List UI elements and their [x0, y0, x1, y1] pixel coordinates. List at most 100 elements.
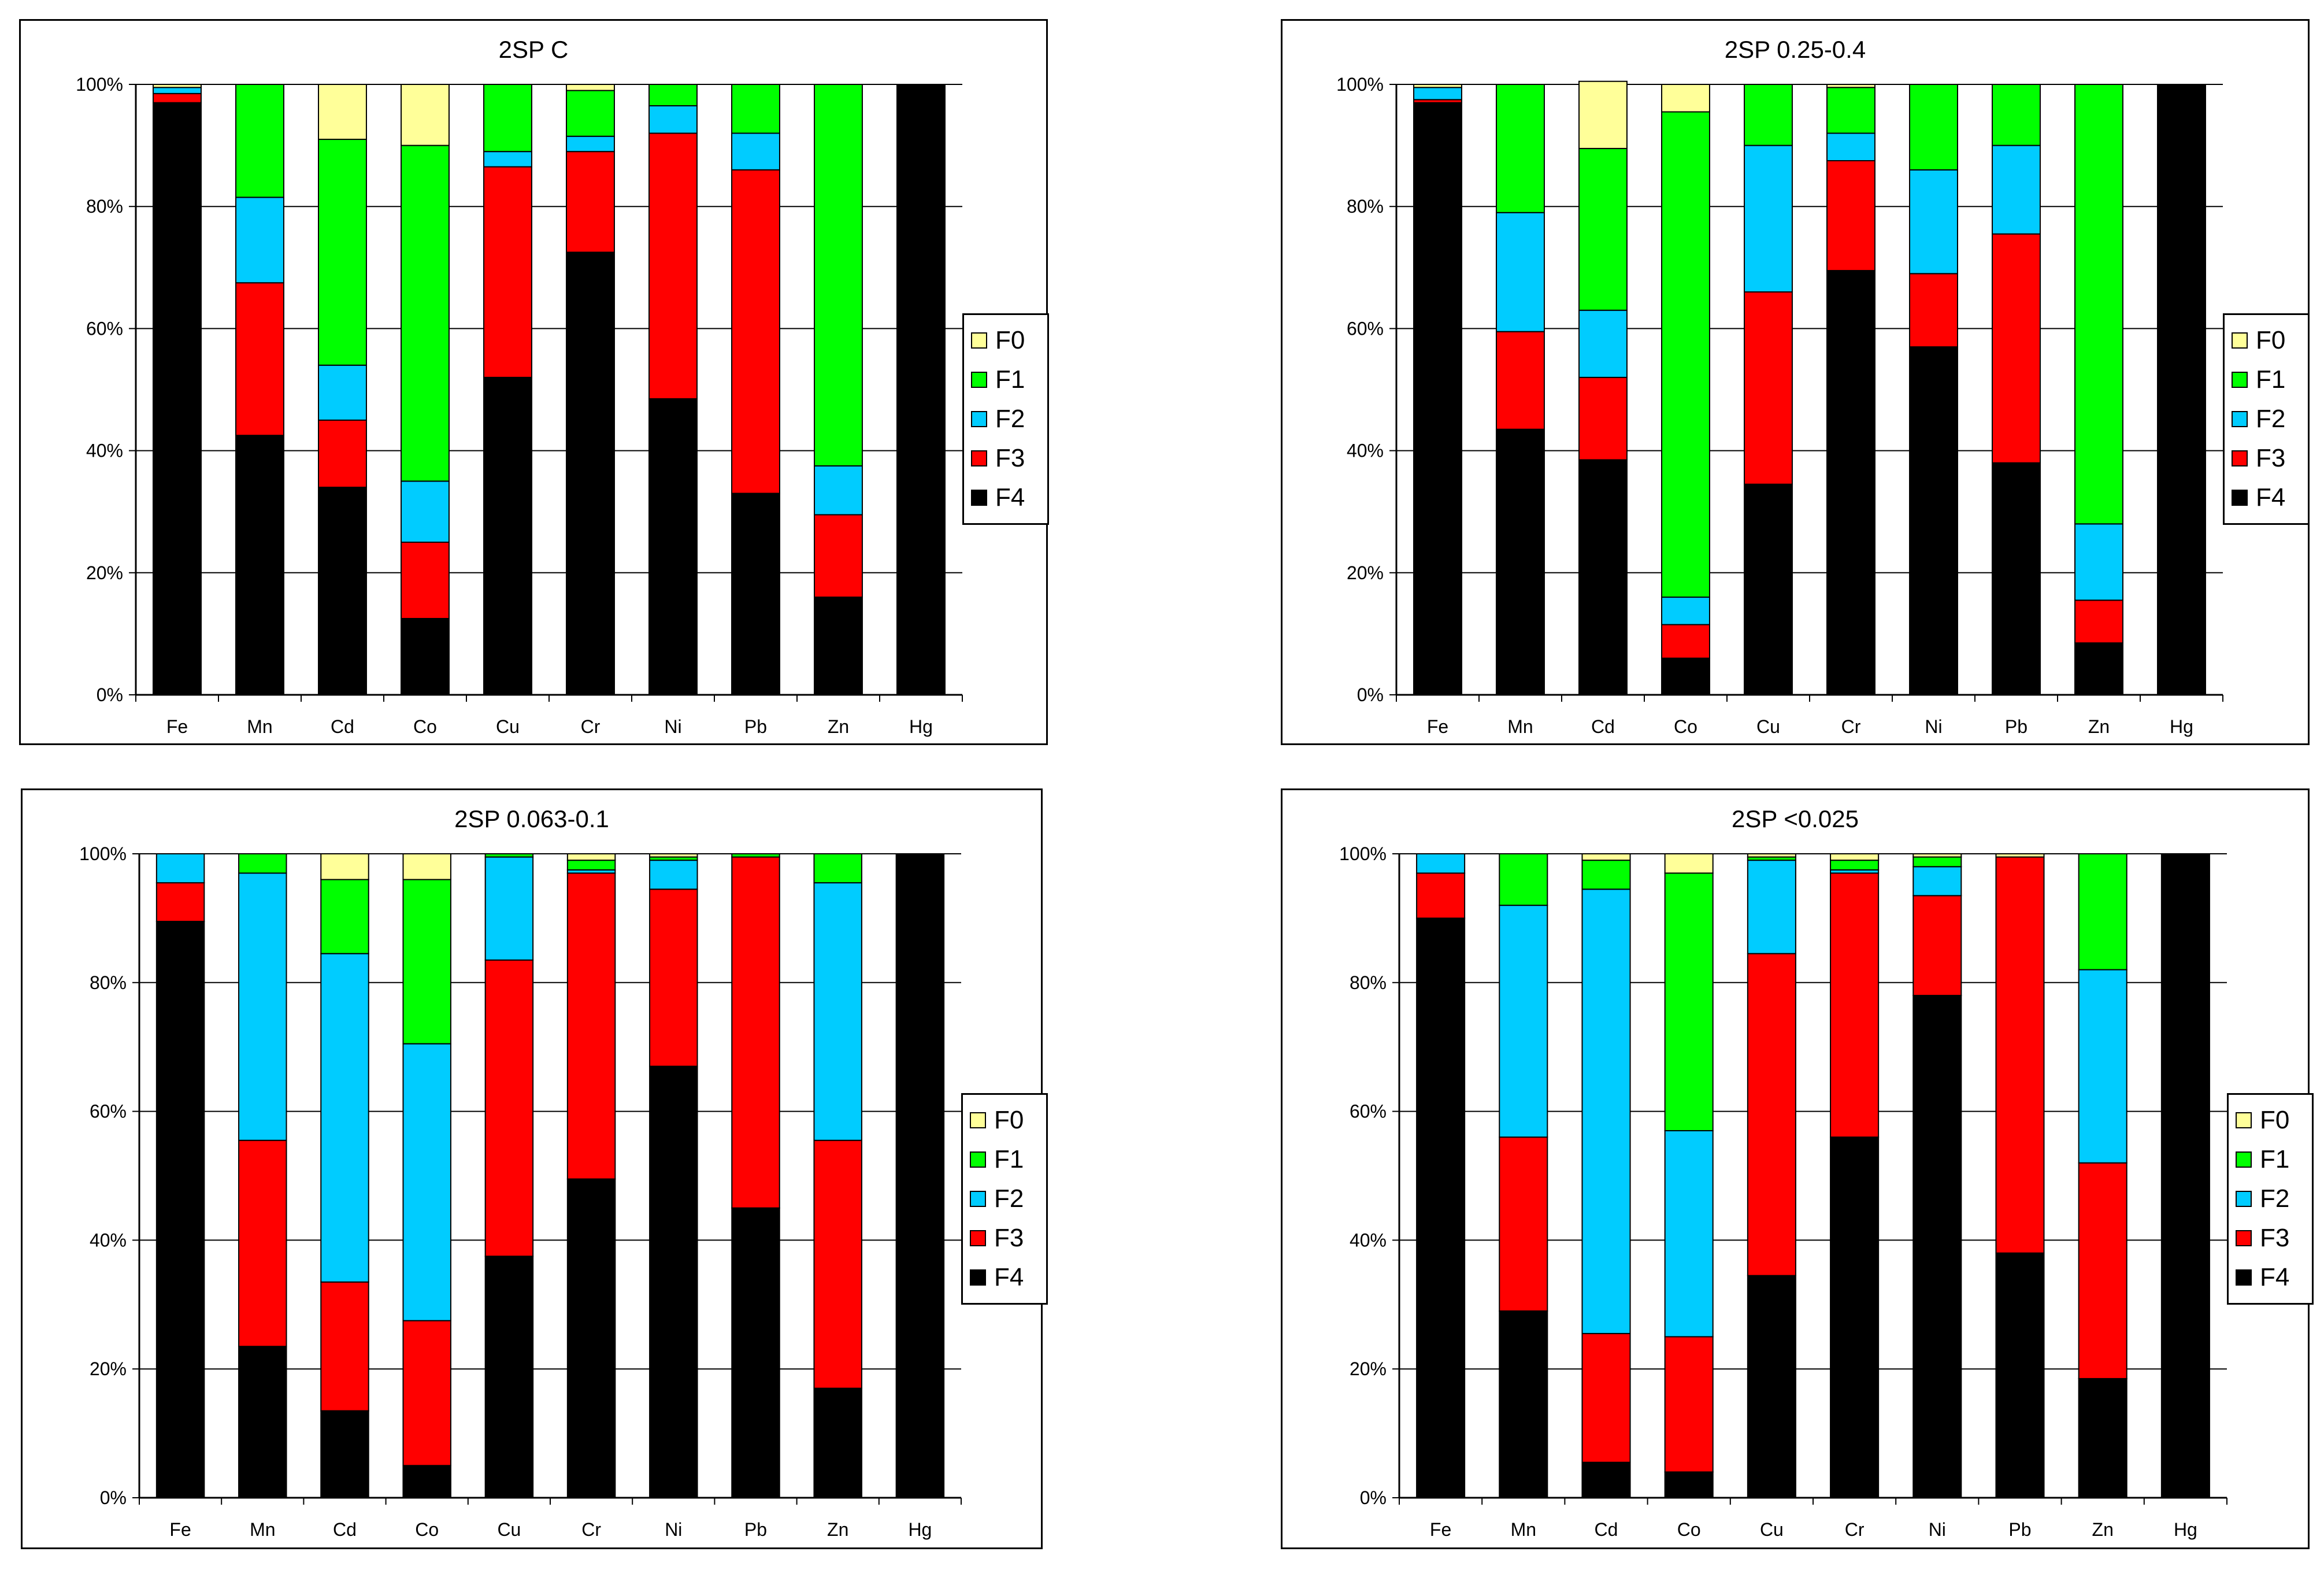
bar-segment-fe-f2 [153, 87, 202, 94]
bar-segment-cr-f3 [1830, 872, 1880, 1138]
legend-swatch-f2 [2232, 411, 2248, 427]
chart-plot: 0% 20% 40% 60% 80% 100% Fe Mn Cd Co Cu Cr Ni Pb Zn Hg [1336, 74, 2223, 737]
bar-segment-co-f3 [1664, 1336, 1714, 1473]
legend-item-f2: F2 [970, 1179, 1039, 1219]
x-tick-label-cd: Cd [331, 716, 354, 737]
bar-segment-co-f0 [1661, 84, 1710, 113]
bar-segment-pb-f1 [731, 853, 780, 858]
bar-segment-mn-f2 [238, 872, 287, 1141]
legend-item-f4: F4 [971, 478, 1040, 517]
bar-segment-cd-f3 [320, 1281, 369, 1412]
x-tick-label-cd: Cd [1595, 1519, 1618, 1540]
bar-segment-ni-f1 [1912, 856, 1962, 868]
bar-segment-mn-f4 [1496, 428, 1545, 695]
x-tick-label-fe: Fe [169, 1519, 191, 1540]
bar-segment-ni-f2 [649, 860, 698, 890]
y-tick-label: 20% [1347, 562, 1384, 583]
legend-label-f2: F2 [994, 1184, 1024, 1213]
x-tick-label-cu: Cu [1756, 716, 1780, 737]
x-tick-label-cr: Cr [581, 716, 601, 737]
bar-segment-ni-f3 [1912, 895, 1962, 997]
bar-segment-ni-f4 [1912, 995, 1962, 1498]
bar-segment-zn-f3 [813, 1139, 862, 1389]
bar-segment-co-f1 [401, 145, 450, 482]
y-tick-label: 60% [86, 318, 123, 339]
bar-segment-fe-f2 [155, 853, 205, 884]
legend-swatch-f3 [971, 450, 987, 466]
legend-swatch-f4 [971, 490, 987, 506]
bar-segment-pb-f3 [731, 169, 780, 494]
chart-plot: 0% 20% 40% 60% 80% 100% Fe Mn Cd Co Cu Cr Ni Pb Zn Hg [1339, 843, 2227, 1540]
bar-segment-co-f0 [402, 853, 451, 880]
bar-segment-ni-f3 [1909, 273, 1958, 348]
bar-segment-cu-f4 [1744, 483, 1793, 695]
legend-label-f4: F4 [994, 1263, 1024, 1291]
bar-segment-pb-f2 [731, 132, 780, 171]
bar-segment-co-f0 [1664, 853, 1714, 874]
legend-swatch-f3 [970, 1230, 986, 1246]
x-tick-label-co: Co [413, 716, 437, 737]
bar-segment-cr-f4 [566, 251, 615, 695]
x-tick-label-pb: Pb [2008, 1519, 2031, 1540]
legend-item-f0: F0 [2232, 321, 2301, 360]
bar-segment-ni-f3 [648, 132, 698, 399]
bar-segment-co-f3 [402, 1320, 451, 1467]
bar-segment-zn-f1 [2074, 84, 2123, 525]
x-tick-label-cr: Cr [1841, 716, 1861, 737]
bar-segment-ni-f4 [649, 1065, 698, 1498]
y-tick-label: 60% [1350, 1101, 1387, 1122]
bar-segment-mn-f1 [238, 853, 287, 874]
bar-segment-fe-f4 [155, 920, 205, 1499]
x-tick-label-ni: Ni [665, 1519, 682, 1540]
bar-segment-co-f3 [401, 542, 450, 619]
legend-item-f3: F3 [2236, 1219, 2305, 1258]
bar-segment-cu-f1 [1744, 84, 1793, 146]
bar-segment-co-f2 [1664, 1130, 1714, 1338]
y-tick-label: 40% [1347, 440, 1384, 461]
legend-swatch-f4 [2236, 1269, 2252, 1286]
bar-segment-co-f4 [401, 618, 450, 695]
x-tick-label-cr: Cr [581, 1519, 601, 1540]
y-tick-label: 100% [79, 843, 127, 864]
bar-segment-hg-f4 [2157, 84, 2206, 695]
bar-segment-cd-f0 [1581, 853, 1631, 861]
legend-swatch-f1 [971, 372, 987, 388]
y-tick-label: 0% [100, 1487, 127, 1508]
legend-label-f2: F2 [995, 405, 1025, 433]
bar-segment-cu-f4 [483, 376, 532, 695]
bar-segment-pb-f1 [1992, 84, 2041, 146]
bar-segment-cu-f0 [1747, 853, 1796, 858]
x-tick-label-fe: Fe [166, 716, 188, 737]
bar-segment-cr-f4 [1826, 270, 1875, 695]
x-tick-label-ni: Ni [1925, 716, 1942, 737]
legend-swatch-f3 [2236, 1230, 2252, 1246]
legend-swatch-f0 [970, 1112, 986, 1128]
legend-item-f3: F3 [970, 1219, 1039, 1258]
legend-label-f0: F0 [2260, 1106, 2290, 1134]
bar-segment-fe-f0 [153, 84, 202, 88]
legend-swatch-f1 [970, 1151, 986, 1168]
legend: F0 F1 F2 F3 F4 [962, 313, 1049, 525]
bar-segment-co-f3 [1661, 624, 1710, 659]
y-tick-label: 40% [90, 1230, 127, 1250]
x-tick-label-cu: Cu [1760, 1519, 1784, 1540]
legend-swatch-f0 [2236, 1112, 2252, 1128]
bar-segment-mn-f3 [238, 1139, 287, 1347]
bar-segment-mn-f4 [235, 435, 284, 695]
bar-segment-cr-f0 [1826, 84, 1875, 88]
legend-swatch-f2 [971, 411, 987, 427]
x-tick-label-hg: Hg [2174, 1519, 2197, 1540]
y-tick-label: 40% [1350, 1230, 1387, 1250]
y-tick-label: 0% [1357, 684, 1384, 705]
bar-segment-fe-f2 [1416, 853, 1466, 874]
bar-segment-cu-f3 [483, 166, 532, 378]
legend: F0 F1 F2 F3 F4 [2223, 313, 2310, 525]
legend-label-f2: F2 [2256, 405, 2286, 433]
legend-label-f1: F1 [2256, 365, 2286, 394]
bar-segment-cd-f1 [318, 139, 367, 366]
chart-plot: 0% 20% 40% 60% 80% 100% Fe Mn Cd Co Cu Cr Ni Pb Zn Hg [76, 74, 963, 737]
legend-label-f4: F4 [2256, 483, 2286, 512]
bar-segment-mn-f3 [1496, 331, 1545, 430]
bar-segment-mn-f2 [235, 197, 284, 284]
x-tick-label-zn: Zn [2092, 1519, 2114, 1540]
